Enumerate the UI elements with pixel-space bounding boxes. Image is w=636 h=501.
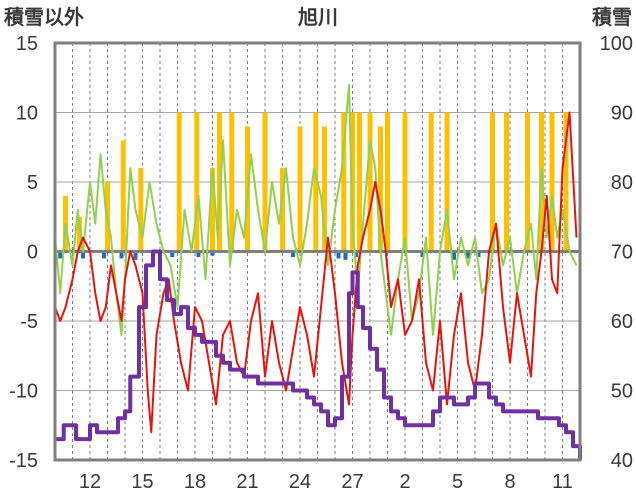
x-tick-label: 11 bbox=[552, 471, 573, 493]
right-axis-ticks: 100 90 80 70 60 50 40 bbox=[600, 33, 633, 472]
x-tick-label: 21 bbox=[236, 471, 258, 493]
frame-layer bbox=[53, 41, 582, 462]
bar bbox=[210, 168, 215, 252]
lines-layer bbox=[54, 83, 582, 460]
right-axis-label: 積雪 bbox=[592, 6, 632, 29]
bar bbox=[357, 112, 362, 252]
bar bbox=[217, 112, 222, 252]
bar bbox=[280, 168, 285, 252]
left-tick-label: 5 bbox=[27, 172, 38, 194]
bar bbox=[194, 112, 200, 252]
bar bbox=[525, 112, 530, 252]
bar bbox=[444, 112, 450, 252]
right-tick-label: 90 bbox=[611, 103, 633, 125]
bar bbox=[120, 140, 126, 252]
x-tick-label: 8 bbox=[504, 471, 515, 493]
left-axis-label: 積雪以外 bbox=[4, 5, 84, 29]
bar bbox=[297, 126, 303, 252]
left-tick-label: -10 bbox=[9, 381, 38, 403]
bar bbox=[170, 251, 175, 258]
bar bbox=[343, 251, 348, 260]
bar bbox=[262, 112, 268, 252]
chart-title: 旭川 bbox=[297, 6, 338, 29]
bar bbox=[336, 251, 341, 259]
x-tick-label: 18 bbox=[184, 471, 206, 493]
bar bbox=[229, 112, 235, 252]
bar bbox=[77, 216, 82, 252]
plot-frame bbox=[53, 41, 582, 462]
right-tick-label: 40 bbox=[611, 450, 633, 472]
bar bbox=[350, 112, 355, 252]
left-tick-label: 10 bbox=[16, 103, 38, 125]
series-line bbox=[54, 111, 578, 434]
x-tick-label: 27 bbox=[341, 471, 363, 493]
series-line bbox=[54, 83, 578, 336]
left-tick-label: 15 bbox=[16, 33, 38, 55]
x-tick-label: 12 bbox=[79, 471, 101, 493]
bar bbox=[490, 112, 495, 252]
bar bbox=[196, 251, 201, 258]
bar bbox=[402, 112, 408, 252]
bar bbox=[133, 251, 138, 260]
right-tick-label: 80 bbox=[611, 172, 633, 194]
bar bbox=[313, 112, 319, 252]
bar bbox=[58, 251, 63, 259]
bar bbox=[102, 251, 106, 259]
x-axis-ticks: 12 15 18 21 24 27 2 5 8 11 bbox=[79, 471, 573, 493]
left-tick-label: 0 bbox=[27, 242, 38, 264]
left-tick-label: -15 bbox=[9, 450, 38, 472]
right-tick-label: 50 bbox=[611, 381, 633, 403]
bar bbox=[549, 112, 555, 252]
bar bbox=[504, 112, 509, 252]
bar bbox=[322, 126, 327, 252]
bar bbox=[341, 112, 347, 252]
x-tick-label: 15 bbox=[131, 471, 153, 493]
bar bbox=[119, 251, 124, 259]
x-tick-label: 2 bbox=[399, 471, 410, 493]
bar bbox=[354, 251, 358, 258]
right-tick-label: 60 bbox=[611, 311, 633, 333]
bar bbox=[428, 112, 434, 252]
bar bbox=[291, 251, 295, 258]
left-tick-label: -5 bbox=[20, 311, 38, 333]
bar bbox=[563, 112, 569, 252]
x-tick-label: 24 bbox=[289, 471, 311, 493]
series-line bbox=[55, 249, 582, 460]
x-tick-label: 5 bbox=[452, 471, 463, 493]
bar bbox=[81, 251, 85, 259]
bar bbox=[420, 251, 425, 258]
right-tick-label: 100 bbox=[600, 33, 633, 55]
bar bbox=[385, 112, 390, 252]
left-axis-ticks: 15 10 5 0 -5 -10 -15 bbox=[9, 33, 38, 472]
bar bbox=[176, 112, 182, 252]
right-tick-label: 70 bbox=[611, 242, 633, 264]
bar bbox=[138, 168, 144, 252]
bar bbox=[378, 126, 383, 252]
bar bbox=[210, 251, 215, 256]
bar bbox=[466, 251, 470, 259]
bar bbox=[367, 112, 373, 252]
bar bbox=[452, 251, 456, 260]
bar bbox=[476, 251, 481, 258]
